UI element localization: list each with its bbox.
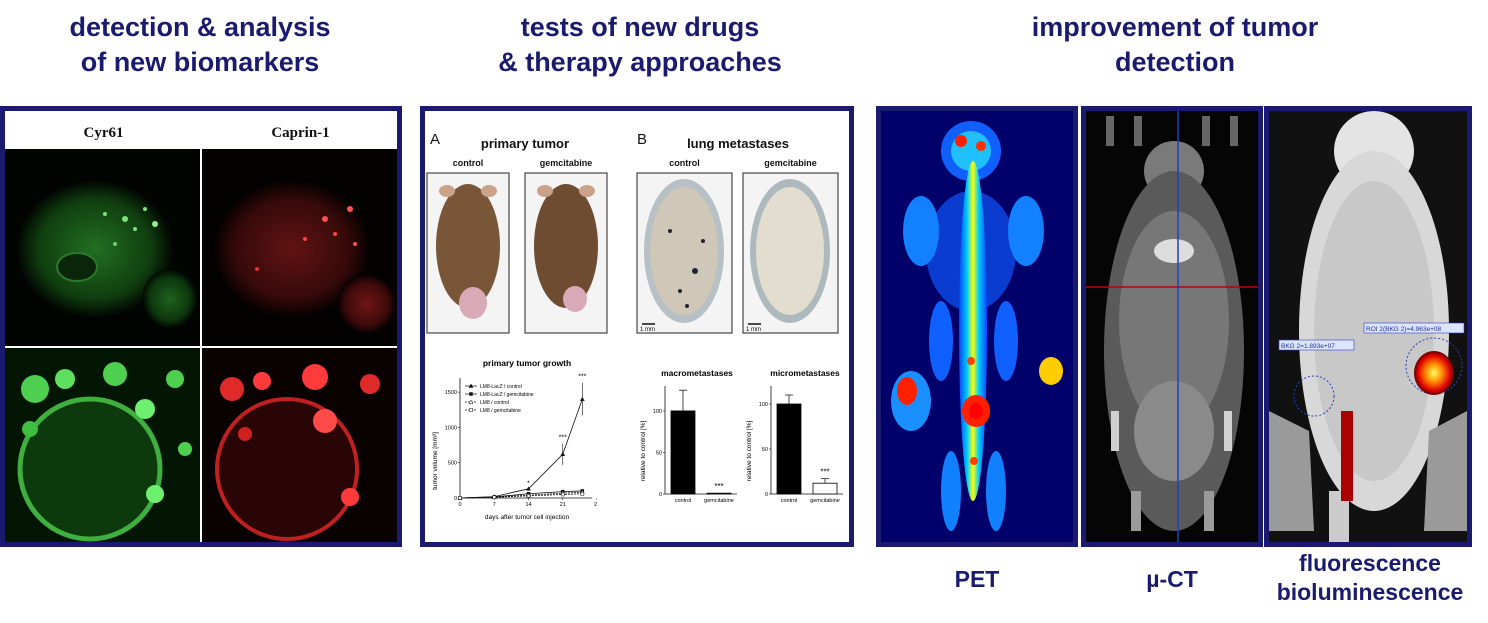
growth-legend-marker <box>469 408 473 412</box>
growth-legend-marker <box>468 383 474 388</box>
macro-category-label: control <box>675 498 692 504</box>
micro-category-label: gemcitabine <box>810 498 840 504</box>
micro-ytick-label: 100 <box>759 402 768 408</box>
growth-point <box>526 494 531 498</box>
roi-signal-label: ROI 2(BKG 2)=4.963e+08 <box>1366 326 1442 333</box>
growth-xtick-label: 7 <box>493 502 496 508</box>
growth-legend-label: LM8 / gemcitabine <box>480 408 521 414</box>
growth-xtick-label: 14 <box>525 502 531 508</box>
growth-point <box>458 496 462 500</box>
heading-detection: improvement of tumor detection <box>1031 12 1319 77</box>
growth-legend-label: LM8-LacZ / control <box>480 384 522 390</box>
macro-category-label: gemcitabine <box>704 498 734 504</box>
growth-series-line <box>459 399 583 499</box>
caprin1-label: Caprin-1 <box>271 125 330 141</box>
growth-xtick-label: 21 <box>560 502 566 508</box>
drug-tests-panel: A primary tumor B lung metastases contro… <box>420 106 854 547</box>
macro-bar <box>670 410 696 495</box>
ct-image <box>1086 111 1258 542</box>
micro-category-label: control <box>781 498 798 504</box>
growth-chart-ylabel: tumor volume [mm³] <box>432 432 439 490</box>
growth-point <box>561 492 565 497</box>
macro-chart: macrometastases relative to control [%] … <box>640 368 737 504</box>
cyr61-bottom-image <box>5 348 200 542</box>
lung-control-scale-bar: 1 mm <box>640 327 655 333</box>
macro-chart-ylabel: relative to control [%] <box>640 420 647 481</box>
lung-gemcitabine-scale-bar: 1 mm <box>746 327 761 333</box>
caption-ct: µ-CT <box>1146 566 1198 592</box>
growth-significance: * <box>527 480 530 487</box>
growth-xtick-label: 0 <box>458 502 461 508</box>
growth-point <box>526 486 531 491</box>
growth-xtick-label: 28 <box>594 502 597 508</box>
mouse-gemcitabine-label: gemcitabine <box>539 158 593 168</box>
pet-panel <box>876 106 1078 547</box>
growth-significance: *** <box>578 374 586 381</box>
micro-bar <box>776 403 802 495</box>
caption-pet: PET <box>954 566 1000 592</box>
growth-ytick-label: 1000 <box>445 425 457 431</box>
optical-panel: BKG 2=1.893e+07 ROI 2(BKG 2)=4.963e+08 <box>1264 106 1472 547</box>
caprin1-bottom-image <box>202 348 397 542</box>
growth-ytick-label: 1500 <box>445 390 457 396</box>
microscopy-images <box>5 149 397 542</box>
panel-b-title: lung metastases <box>687 136 789 151</box>
micro-ytick-label: 0 <box>765 492 768 498</box>
growth-ytick-label: 500 <box>448 461 457 467</box>
growth-ytick-label: 0 <box>454 496 457 502</box>
macro-significance: *** <box>714 482 723 491</box>
micro-chart-ylabel: relative to control [%] <box>746 420 753 481</box>
growth-point <box>492 495 496 500</box>
caption-optical: fluorescence bioluminescence <box>1276 550 1464 605</box>
growth-legend-label: LM8-LacZ / gemcitabine <box>480 392 534 398</box>
growth-series-line <box>459 493 583 499</box>
micro-ytick-label: 50 <box>762 447 768 453</box>
panel-a-letter: A <box>430 131 441 148</box>
panel-a-title: primary tumor <box>480 136 570 151</box>
pet-image <box>881 111 1073 542</box>
growth-chart-xlabel: days after tumor cell injection <box>485 514 570 521</box>
cyr61-top-image <box>5 149 200 346</box>
growth-legend-marker <box>468 399 474 404</box>
microscopy-panel: Cyr61 Caprin-1 <box>0 106 402 547</box>
ct-panel <box>1081 106 1263 547</box>
growth-legend-label: LM8 / control <box>480 400 509 406</box>
mouse-control-label: control <box>452 158 484 168</box>
heading-drugs: tests of new drugs & therapy approaches <box>498 12 782 77</box>
panel-b-letter: B <box>637 131 648 148</box>
micro-bar <box>812 482 838 495</box>
lung-gemcitabine-label: gemcitabine <box>764 158 817 168</box>
growth-point <box>580 492 585 496</box>
micro-significance: *** <box>820 468 829 477</box>
macro-chart-title: macrometastases <box>661 368 733 378</box>
caprin1-top-image <box>202 149 397 346</box>
cyr61-label: Cyr61 <box>83 125 124 141</box>
growth-chart-title: primary tumor growth <box>483 358 571 368</box>
micro-chart-title: micrometastases <box>770 368 840 378</box>
lung-control-label: control <box>669 158 700 168</box>
macro-ytick-label: 0 <box>659 492 662 498</box>
growth-legend-marker <box>469 392 473 396</box>
macro-bar <box>706 492 732 495</box>
optical-image: BKG 2=1.893e+07 ROI 2(BKG 2)=4.963e+08 <box>1269 111 1467 542</box>
macro-ytick-label: 100 <box>653 409 662 415</box>
macro-ytick-label: 50 <box>656 450 662 456</box>
roi-bkg-label: BKG 2=1.893e+07 <box>1281 343 1335 350</box>
growth-chart: primary tumor growth tumor volume [mm³] … <box>432 358 597 521</box>
heading-biomarkers: detection & analysis of new biomarkers <box>69 12 331 77</box>
micro-chart: micrometastases relative to control [%] … <box>746 368 843 504</box>
growth-significance: *** <box>559 434 567 441</box>
specimen-photos <box>426 172 839 334</box>
